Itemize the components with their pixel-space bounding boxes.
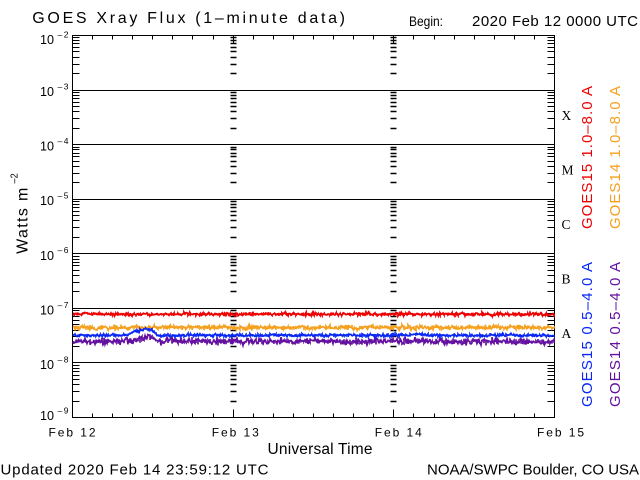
svg-text:NOAA/SWPC Boulder, CO USA: NOAA/SWPC Boulder, CO USA <box>427 462 639 479</box>
svg-text:GOES Xray Flux (1–minute data): GOES Xray Flux (1–minute data) <box>32 10 345 27</box>
svg-text:–7: –7 <box>58 300 69 310</box>
svg-text:B: B <box>562 272 571 287</box>
svg-text:10: 10 <box>40 84 54 99</box>
svg-text:Updated 2020 Feb 14 23:59:12 U: Updated 2020 Feb 14 23:59:12 UTC <box>1 462 269 479</box>
svg-text:M: M <box>562 162 574 177</box>
svg-text:A: A <box>562 326 572 341</box>
svg-text:X: X <box>562 108 572 123</box>
svg-text:Universal Time: Universal Time <box>268 441 373 458</box>
svg-text:10: 10 <box>40 139 54 154</box>
svg-text:–5: –5 <box>58 191 69 201</box>
svg-text:10: 10 <box>40 32 54 47</box>
svg-text:–6: –6 <box>58 245 69 255</box>
svg-text:10: 10 <box>40 248 54 263</box>
svg-text:–9: –9 <box>58 405 69 415</box>
svg-text:–3: –3 <box>58 82 69 92</box>
svg-text:Feb 12: Feb 12 <box>49 426 96 440</box>
svg-text:Watts m: Watts m <box>15 188 32 254</box>
svg-text:GOES14 1.0–8.0 A: GOES14 1.0–8.0 A <box>607 86 624 229</box>
svg-text:Begin:: Begin: <box>409 13 443 29</box>
svg-text:10: 10 <box>40 302 54 317</box>
svg-text:Feb 15: Feb 15 <box>537 426 584 440</box>
svg-text:Feb 13: Feb 13 <box>212 426 259 440</box>
svg-text:GOES14 0.5–4.0 A: GOES14 0.5–4.0 A <box>607 262 624 407</box>
svg-text:2020 Feb 12 0000 UTC: 2020 Feb 12 0000 UTC <box>472 13 638 30</box>
svg-text:GOES15 1.0–8.0 A: GOES15 1.0–8.0 A <box>579 86 596 229</box>
svg-text:GOES15 0.5–4.0 A: GOES15 0.5–4.0 A <box>579 262 596 407</box>
svg-text:–2: –2 <box>10 173 21 184</box>
svg-text:–2: –2 <box>58 29 69 39</box>
svg-text:–8: –8 <box>58 354 69 364</box>
svg-text:–4: –4 <box>58 136 69 146</box>
svg-text:10: 10 <box>40 193 54 208</box>
svg-text:C: C <box>562 217 571 232</box>
svg-text:Feb 14: Feb 14 <box>375 426 422 440</box>
svg-text:10: 10 <box>40 408 54 423</box>
svg-text:10: 10 <box>40 357 54 372</box>
